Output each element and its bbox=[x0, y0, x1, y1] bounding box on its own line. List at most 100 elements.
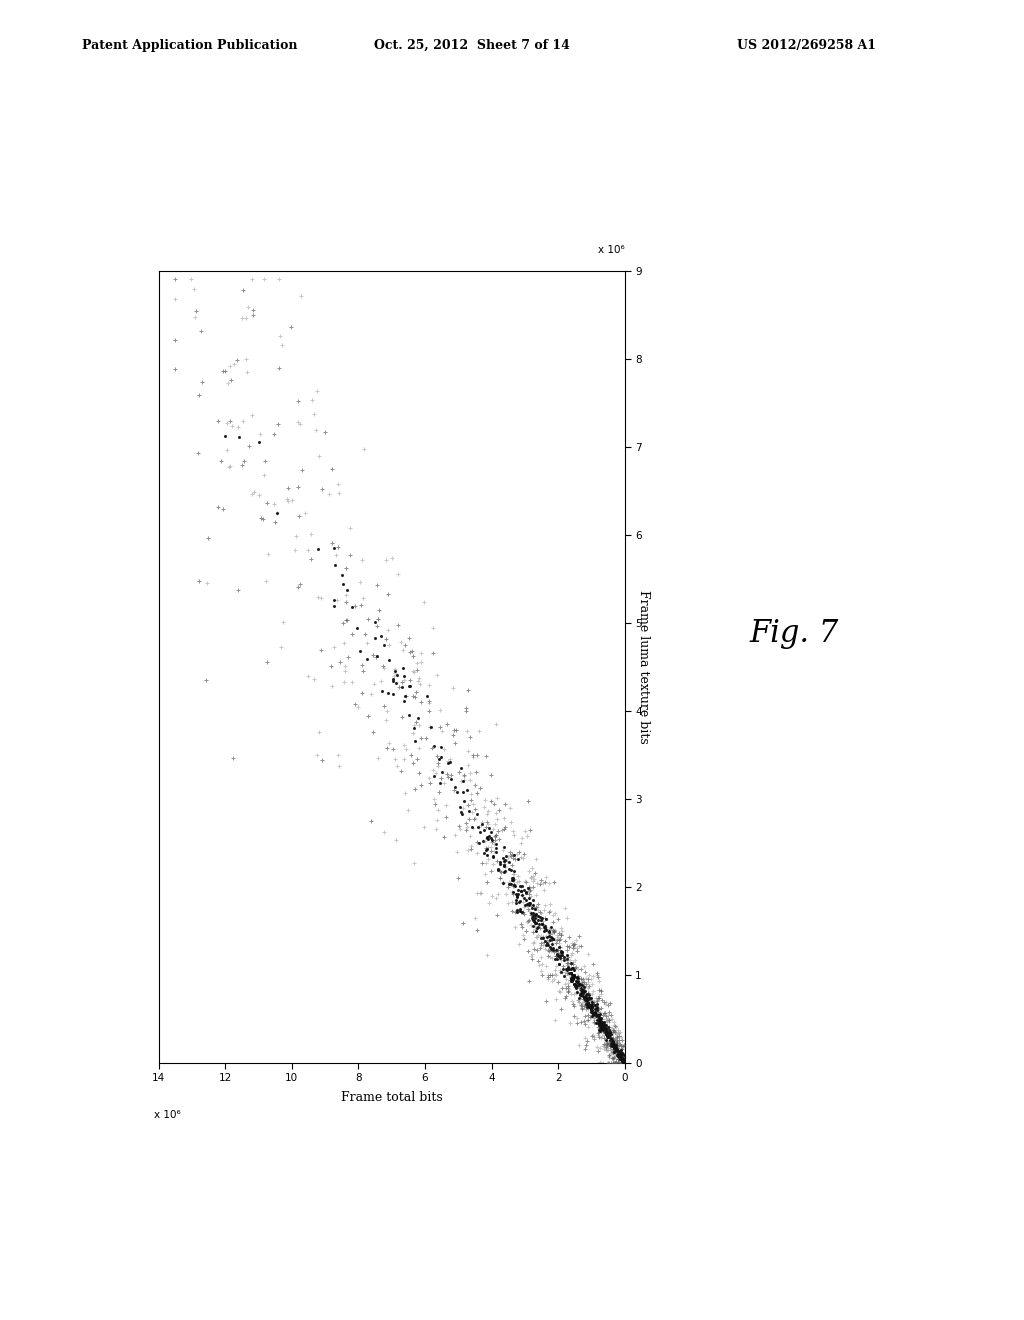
Point bbox=[601, 1026, 617, 1047]
Point bbox=[563, 969, 580, 990]
Point bbox=[514, 891, 530, 912]
Point bbox=[584, 997, 600, 1018]
Point bbox=[496, 854, 512, 875]
Point bbox=[325, 458, 341, 479]
Point bbox=[584, 983, 600, 1005]
Point bbox=[523, 886, 540, 907]
Point bbox=[539, 908, 555, 929]
Point bbox=[595, 1019, 611, 1040]
Point bbox=[615, 1052, 632, 1073]
Point bbox=[505, 869, 521, 890]
Point bbox=[565, 935, 582, 956]
Point bbox=[404, 722, 421, 743]
Point bbox=[615, 1051, 632, 1072]
Point bbox=[223, 370, 240, 391]
Point bbox=[609, 1049, 626, 1071]
Point bbox=[615, 1052, 632, 1073]
Point bbox=[588, 1005, 604, 1026]
Point bbox=[538, 990, 554, 1011]
Point bbox=[244, 483, 260, 504]
Point bbox=[573, 977, 590, 998]
Point bbox=[615, 1043, 632, 1064]
Point bbox=[374, 680, 390, 701]
Point bbox=[613, 1048, 630, 1069]
Point bbox=[359, 632, 376, 653]
Point bbox=[574, 981, 591, 1002]
Point bbox=[607, 1030, 624, 1051]
Point bbox=[547, 919, 563, 940]
Point bbox=[607, 1043, 624, 1064]
Point bbox=[541, 919, 557, 940]
Point bbox=[488, 904, 505, 925]
Point bbox=[490, 828, 507, 849]
Point bbox=[558, 948, 574, 969]
Point bbox=[574, 979, 591, 1001]
Point bbox=[540, 932, 556, 953]
Point bbox=[547, 964, 563, 985]
Point bbox=[433, 737, 450, 758]
Point bbox=[549, 948, 565, 969]
Point bbox=[605, 1032, 622, 1053]
Point bbox=[466, 808, 482, 829]
Point bbox=[389, 665, 406, 686]
Point bbox=[200, 527, 216, 548]
Point bbox=[371, 599, 387, 620]
Point bbox=[402, 676, 419, 697]
Point bbox=[597, 1032, 613, 1053]
Point bbox=[564, 965, 581, 986]
Point bbox=[526, 911, 543, 932]
Point bbox=[520, 911, 537, 932]
Point bbox=[386, 661, 402, 682]
Point bbox=[535, 935, 551, 956]
Point bbox=[546, 941, 562, 962]
Point bbox=[612, 1041, 629, 1063]
Point bbox=[531, 913, 548, 935]
Point bbox=[571, 925, 588, 946]
Point bbox=[564, 966, 581, 987]
Point bbox=[257, 570, 273, 591]
Point bbox=[528, 873, 545, 894]
Point bbox=[396, 783, 413, 804]
Point bbox=[579, 994, 595, 1015]
Point bbox=[602, 1027, 618, 1048]
Point bbox=[406, 661, 422, 682]
Point bbox=[481, 892, 498, 913]
Point bbox=[586, 994, 602, 1015]
Point bbox=[599, 1010, 615, 1031]
Point bbox=[506, 874, 522, 895]
Point bbox=[603, 1035, 620, 1056]
Point bbox=[487, 714, 504, 735]
Point bbox=[551, 936, 567, 957]
Point bbox=[416, 816, 432, 837]
Point bbox=[503, 812, 519, 833]
Point bbox=[334, 565, 350, 586]
Point bbox=[541, 921, 557, 942]
Point bbox=[605, 1048, 622, 1069]
Point bbox=[544, 970, 560, 991]
Point bbox=[552, 924, 568, 945]
Point bbox=[529, 899, 546, 920]
Point bbox=[572, 979, 589, 1001]
Point bbox=[590, 1005, 606, 1026]
Point bbox=[223, 416, 240, 437]
Point bbox=[606, 1039, 623, 1060]
Point bbox=[500, 876, 516, 898]
Point bbox=[506, 861, 522, 882]
Point bbox=[577, 987, 593, 1008]
Point bbox=[592, 1018, 608, 1039]
Point bbox=[567, 949, 584, 970]
Point bbox=[538, 931, 554, 952]
Point bbox=[378, 550, 394, 572]
Point bbox=[585, 1001, 601, 1022]
Point bbox=[550, 927, 566, 948]
Point bbox=[376, 696, 392, 717]
Point bbox=[591, 1014, 607, 1035]
Point bbox=[608, 1016, 625, 1038]
Point bbox=[559, 936, 575, 957]
Point bbox=[591, 1011, 607, 1032]
Point bbox=[536, 932, 552, 953]
Point bbox=[574, 981, 591, 1002]
Point bbox=[458, 700, 474, 721]
Point bbox=[600, 1052, 616, 1073]
Point bbox=[408, 711, 424, 733]
